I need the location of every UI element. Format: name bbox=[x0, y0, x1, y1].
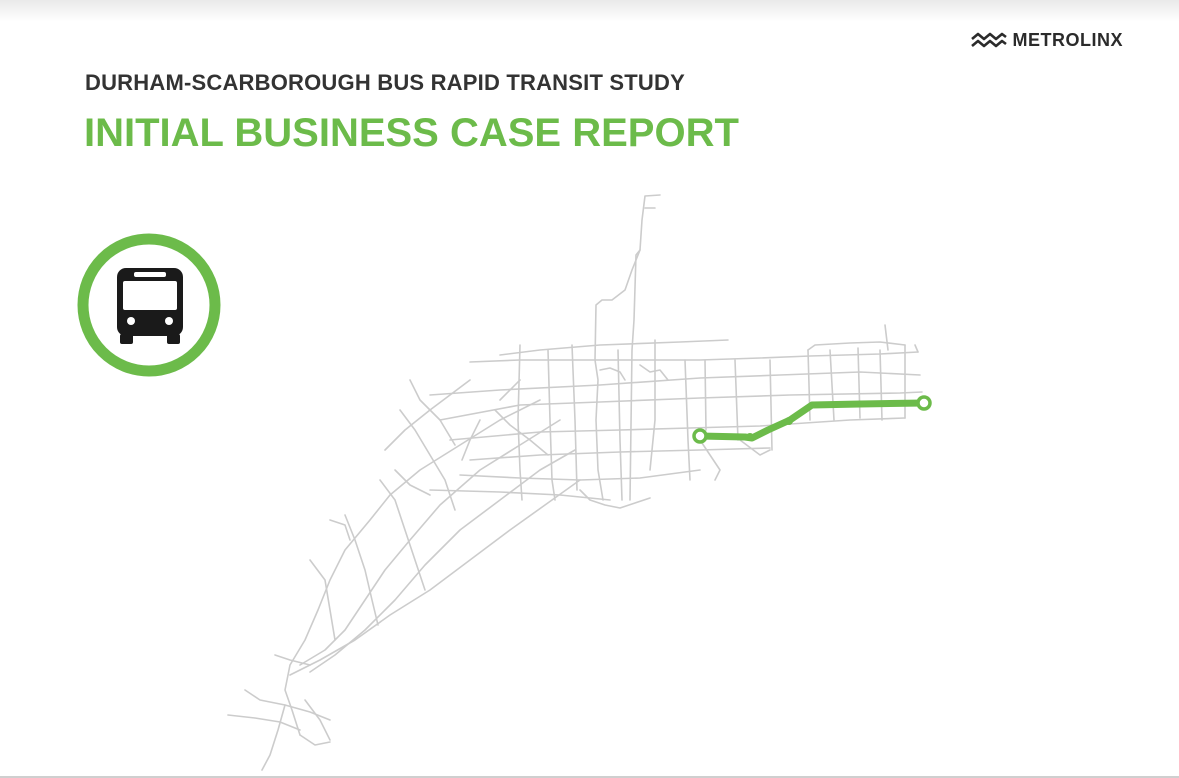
wave-lines-icon bbox=[970, 32, 1007, 48]
road-network-lines bbox=[227, 194, 923, 771]
brt-route-line bbox=[696, 399, 928, 442]
brt-terminus-west bbox=[692, 428, 708, 444]
bus-badge bbox=[77, 233, 221, 377]
brt-terminus-east bbox=[916, 395, 932, 411]
top-shadow bbox=[0, 0, 1179, 22]
badge-ring bbox=[77, 233, 221, 377]
bus-icon bbox=[117, 268, 183, 344]
logo-wordmark: METROLINX bbox=[1012, 29, 1123, 50]
brt-stop-marker bbox=[746, 433, 754, 441]
page-bottom-border bbox=[0, 776, 1179, 778]
metrolinx-logo: METROLINX bbox=[970, 30, 1124, 50]
brt-stop-marker bbox=[785, 417, 793, 425]
report-subtitle: DURHAM-SCARBOROUGH BUS RAPID TRANSIT STU… bbox=[85, 70, 685, 95]
report-title: INITIAL BUSINESS CASE REPORT bbox=[84, 111, 739, 155]
brt-route bbox=[692, 395, 932, 444]
